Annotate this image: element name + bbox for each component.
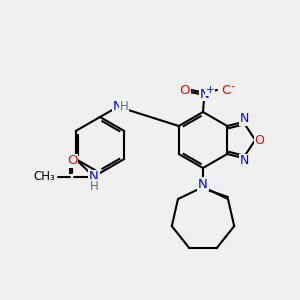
Text: N: N bbox=[240, 112, 249, 125]
Text: -: - bbox=[230, 81, 234, 91]
Text: N: N bbox=[200, 88, 210, 100]
Text: O: O bbox=[221, 83, 231, 97]
Text: +: + bbox=[206, 85, 214, 95]
Text: CH₃: CH₃ bbox=[33, 170, 55, 184]
Text: O: O bbox=[180, 83, 190, 97]
Text: N: N bbox=[113, 100, 123, 113]
Text: N: N bbox=[89, 170, 99, 184]
Text: H: H bbox=[90, 179, 98, 193]
Text: H: H bbox=[120, 100, 128, 113]
Text: N: N bbox=[198, 178, 208, 190]
Text: O: O bbox=[254, 134, 264, 146]
Text: O: O bbox=[67, 154, 77, 167]
Text: N: N bbox=[240, 154, 249, 167]
